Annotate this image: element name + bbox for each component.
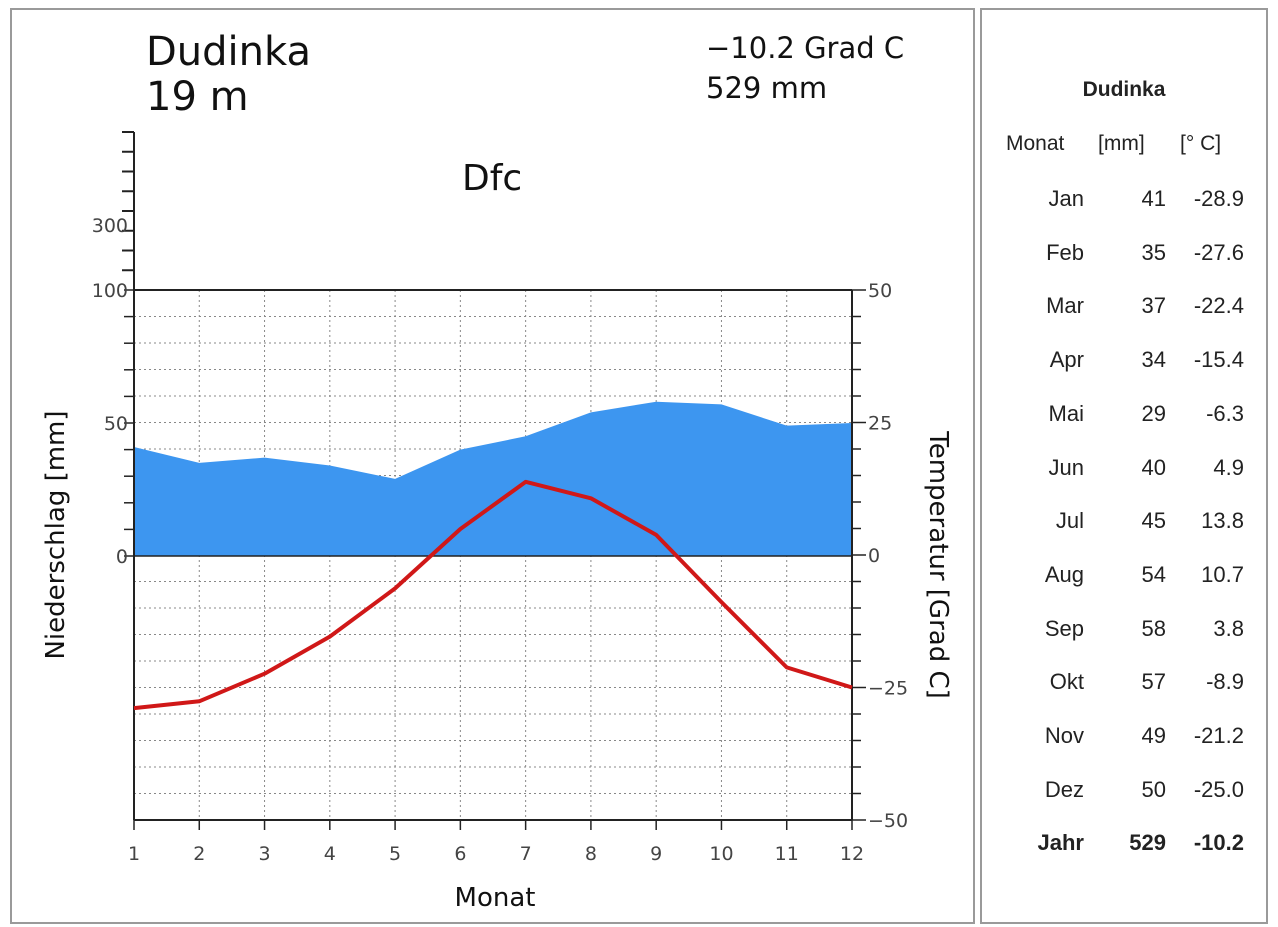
table-row: Aug 54 10.7 — [982, 562, 1266, 602]
koppen-classification: Dfc — [462, 158, 522, 199]
month-tick-label: 5 — [389, 843, 401, 865]
table-row: Dez 50 -25.0 — [982, 777, 1266, 817]
temperature-tick-label: 50 — [868, 280, 892, 302]
cell-precipitation: 37 — [1141, 293, 1166, 319]
cell-month: Jun — [1048, 454, 1084, 480]
cell-temperature: -6.3 — [1206, 400, 1244, 426]
cell-month: Mai — [1048, 400, 1084, 426]
temperature-tick-label: −50 — [868, 810, 908, 832]
cell-precipitation: 529 — [1129, 830, 1166, 856]
cell-month: Feb — [1046, 239, 1084, 265]
cell-month: Okt — [1049, 669, 1084, 695]
table-row: Jan 41 -28.9 — [982, 186, 1266, 226]
cell-temperature: -8.9 — [1206, 669, 1244, 695]
cell-month: Jahr — [1037, 830, 1084, 856]
cell-temperature: -15.4 — [1193, 347, 1244, 373]
cell-month: Jul — [1055, 508, 1084, 534]
cell-month: Jan — [1048, 186, 1084, 211]
header-mm: [mm] — [1098, 132, 1145, 155]
cell-month: Sep — [1044, 615, 1084, 641]
cell-temperature: 4.9 — [1213, 454, 1244, 480]
station-name: Dudinka — [146, 29, 311, 75]
station-elevation: 19 m — [146, 74, 249, 120]
cell-precipitation: 45 — [1141, 508, 1166, 534]
temperature-tick-label: 25 — [868, 413, 892, 435]
month-tick-label: 12 — [840, 843, 864, 865]
month-tick-label: 9 — [650, 843, 662, 865]
cell-month: Aug — [1044, 561, 1084, 587]
table-total-row: Jahr 529 -10.2 — [982, 830, 1266, 870]
cell-month: Mar — [1046, 293, 1084, 319]
precipitation-tick-label: 300 — [92, 215, 128, 237]
cell-precipitation: 29 — [1141, 400, 1166, 426]
table-row: Jun 40 4.9 — [982, 455, 1266, 495]
climate-chart: Dudinka 19 m −10.2 Grad C 529 mm Dfc 300… — [41, 29, 953, 913]
table-row: Feb 35 -27.6 — [982, 240, 1266, 280]
climate-table-panel: Dudinka Monat [mm] [° C] Jan 41 -28.9 Feb 35… — [980, 8, 1268, 924]
cell-temperature: -28.9 — [1193, 186, 1244, 211]
month-tick-label: 4 — [324, 843, 336, 865]
right-axis-label: Temperatur [Grad C] — [923, 430, 953, 699]
month-tick-label: 11 — [775, 843, 799, 865]
temperature-tick-label: −25 — [868, 678, 908, 700]
precipitation-tick-label: 50 — [104, 413, 128, 435]
cell-temperature: -21.2 — [1193, 723, 1244, 748]
cell-precipitation: 50 — [1141, 776, 1166, 802]
cell-month: Apr — [1049, 347, 1084, 373]
cell-temperature: -25.0 — [1193, 776, 1244, 802]
cell-temperature: 10.7 — [1201, 561, 1244, 587]
cell-temperature: -27.6 — [1193, 239, 1244, 265]
cell-precipitation: 57 — [1141, 669, 1166, 695]
cell-precipitation: 49 — [1141, 723, 1166, 748]
temperature-tick-label: 0 — [868, 545, 880, 567]
precipitation-tick-label: 100 — [92, 280, 128, 302]
header-month: Monat — [1006, 132, 1065, 155]
month-tick-label: 7 — [520, 843, 532, 865]
cell-precipitation: 40 — [1141, 454, 1166, 480]
header-temp: [° C] — [1180, 132, 1222, 155]
cell-precipitation: 41 — [1141, 186, 1166, 211]
cell-precipitation: 35 — [1141, 239, 1166, 265]
cell-temperature: -10.2 — [1193, 830, 1244, 856]
cell-temperature: 13.8 — [1201, 508, 1244, 534]
left-axis-label: Niederschlag [mm] — [41, 410, 71, 659]
annual-temperature: −10.2 Grad C — [706, 31, 904, 65]
month-tick-label: 6 — [454, 843, 466, 865]
cell-month: Dez — [1044, 776, 1084, 802]
cell-temperature: -22.4 — [1193, 293, 1244, 319]
table-row: Mai 29 -6.3 — [982, 401, 1266, 441]
cell-precipitation: 34 — [1141, 347, 1166, 373]
month-tick-label: 10 — [709, 843, 733, 865]
month-tick-label: 8 — [585, 843, 597, 865]
precipitation-tick-label: 0 — [116, 546, 128, 568]
cell-temperature: 3.8 — [1213, 615, 1244, 641]
table-row: Mar 37 -22.4 — [982, 293, 1266, 333]
x-axis-label: Monat — [455, 883, 536, 913]
table-row: Okt 57 -8.9 — [982, 669, 1266, 709]
table-row: Nov 49 -21.2 — [982, 723, 1266, 763]
annual-precipitation: 529 mm — [706, 71, 827, 105]
cell-month: Nov — [1044, 723, 1084, 748]
precipitation-area — [134, 401, 852, 556]
month-tick-label: 1 — [128, 843, 140, 865]
temperature-line — [133, 479, 853, 711]
table-row: Jul 45 13.8 — [982, 508, 1266, 548]
table-row: Sep 58 3.8 — [982, 616, 1266, 656]
cell-precipitation: 58 — [1141, 615, 1166, 641]
month-tick-label: 2 — [193, 843, 205, 865]
table-row: Apr 34 -15.4 — [982, 347, 1266, 387]
climate-chart-panel: Dudinka 19 m −10.2 Grad C 529 mm Dfc 300… — [10, 8, 975, 924]
month-tick-label: 3 — [258, 843, 270, 865]
table-title: Dudinka — [1082, 78, 1166, 101]
cell-precipitation: 54 — [1141, 561, 1166, 587]
